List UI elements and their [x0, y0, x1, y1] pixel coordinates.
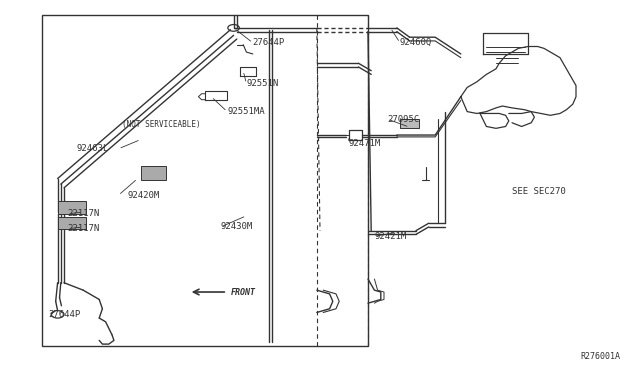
Text: 92421M: 92421M	[374, 232, 406, 241]
Bar	[400, 119, 419, 128]
Text: 92551MA: 92551MA	[227, 107, 265, 116]
Text: 27095C: 27095C	[387, 115, 419, 124]
Text: 92420M: 92420M	[128, 191, 160, 200]
Text: (NOT SERVICEABLE): (NOT SERVICEABLE)	[122, 120, 200, 129]
Text: 92551N: 92551N	[246, 79, 278, 88]
Text: FRONT: FRONT	[230, 288, 255, 296]
Bar	[58, 217, 86, 229]
Text: 92463L: 92463L	[77, 144, 109, 153]
Text: 92430M: 92430M	[221, 222, 253, 231]
Bar	[42, 15, 368, 346]
Text: SEE SEC270: SEE SEC270	[512, 187, 566, 196]
Text: 92460Q: 92460Q	[400, 38, 432, 47]
Bar	[141, 166, 166, 180]
Text: 22117N: 22117N	[67, 209, 99, 218]
Text: 92471M: 92471M	[349, 139, 381, 148]
Text: R276001A: R276001A	[581, 352, 621, 361]
Bar	[58, 201, 86, 214]
Text: 27644P: 27644P	[253, 38, 285, 47]
Text: 22117N: 22117N	[67, 224, 99, 233]
Text: 27644P: 27644P	[48, 310, 80, 319]
